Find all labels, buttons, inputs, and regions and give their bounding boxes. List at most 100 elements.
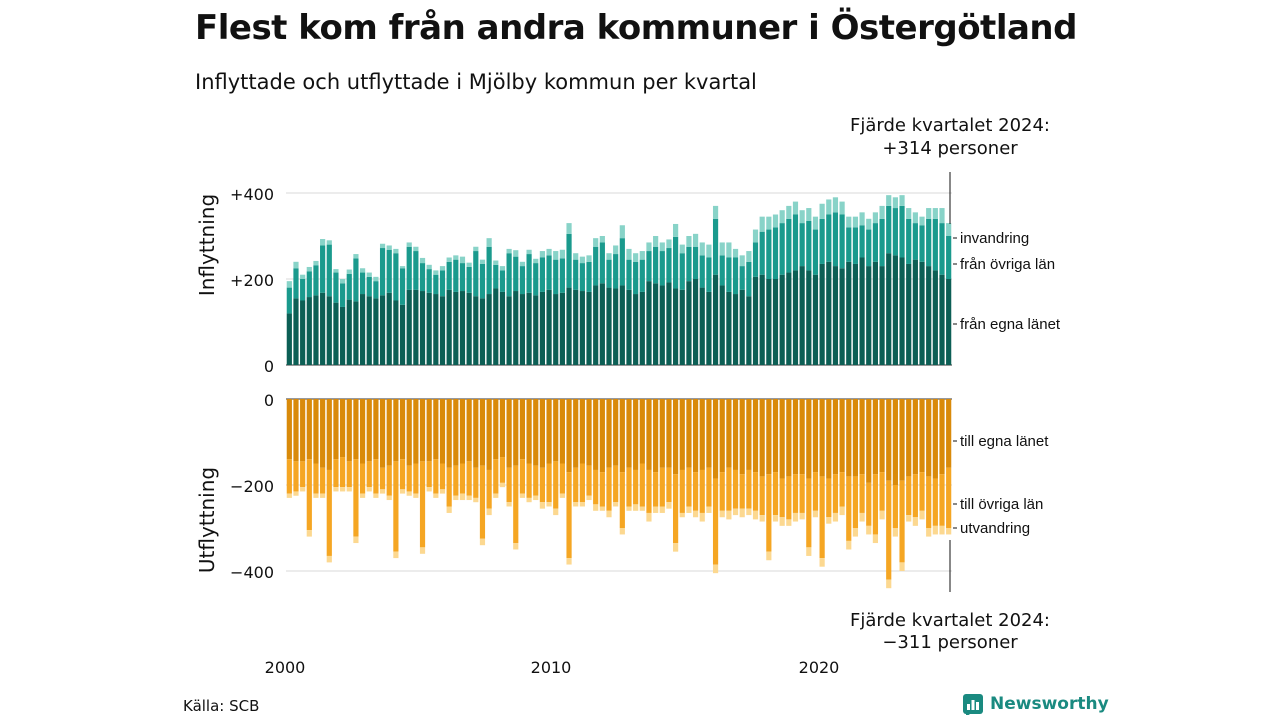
bar-in-other-counties [353, 258, 359, 302]
bar-in-other-counties [479, 263, 486, 299]
bar-in-immigration [566, 223, 572, 234]
bar-in-other-counties [832, 212, 839, 267]
bar-in-immigration [433, 270, 439, 275]
bar-out-emigration [846, 540, 852, 550]
bar-in-other-counties [626, 259, 632, 290]
bar-out-emigration [359, 493, 366, 498]
bar-in-own-county [506, 296, 512, 365]
bar-in-own-county [799, 266, 805, 365]
bar-out-emigration [626, 506, 632, 511]
bar-out-other-counties [326, 469, 332, 556]
chart-subtitle: Inflyttade och utflyttade i Mjölby kommu… [195, 70, 757, 94]
bar-in-own-county [566, 287, 572, 365]
bar-in-other-counties [912, 223, 918, 260]
bar-in-immigration [446, 257, 452, 262]
bar-in-own-county [606, 287, 612, 365]
bar-in-immigration [639, 251, 645, 260]
bar-out-other-counties [386, 465, 392, 496]
bar-out-emigration [486, 508, 492, 516]
bar-in-immigration [859, 212, 865, 226]
bar-in-other-counties [946, 236, 952, 279]
bar-out-emigration [566, 558, 572, 565]
bar-in-other-counties [406, 246, 412, 290]
bar-out-emigration [906, 515, 912, 522]
bar-in-other-counties [846, 227, 852, 262]
bar-out-other-counties [459, 463, 466, 494]
bar-in-immigration [659, 242, 665, 252]
bar-out-own-county [519, 399, 526, 460]
bar-out-emigration [739, 508, 745, 518]
ytick-bottom-200: −200 [230, 477, 274, 496]
bar-out-other-counties [446, 467, 452, 507]
bar-out-emigration [792, 512, 799, 522]
bar-in-immigration [546, 248, 552, 256]
brand-logo[interactable]: Newsworthy [962, 693, 1109, 715]
bar-in-other-counties [839, 214, 845, 269]
bar-in-immigration [679, 244, 685, 254]
bar-in-own-county [899, 257, 905, 365]
bar-out-other-counties [919, 472, 925, 511]
bar-out-own-county [606, 399, 612, 468]
bar-out-other-counties [879, 472, 885, 511]
x-axis: 2000 2010 2020 [265, 658, 840, 677]
bar-out-other-counties [899, 480, 905, 563]
bar-in-own-county [699, 287, 705, 365]
bar-out-own-county [573, 399, 579, 468]
bar-out-other-counties [812, 472, 819, 511]
bar-in-immigration [526, 249, 532, 255]
bar-in-other-counties [646, 251, 652, 282]
bar-out-emigration [673, 543, 679, 552]
bar-out-emigration [766, 551, 772, 561]
bar-out-other-counties [639, 463, 645, 507]
bar-out-emigration [326, 555, 332, 563]
bar-in-own-county [519, 294, 526, 365]
migration-chart: 0 +200 +400 0 −200 −400 Inflyttning Utfl… [195, 115, 1061, 677]
bar-in-immigration [399, 266, 406, 269]
bar-out-emigration [839, 506, 845, 516]
bar-in-own-county [819, 263, 825, 365]
bar-out-emigration [692, 510, 699, 518]
annotation-bottom-line2: −311 personer [882, 632, 1018, 653]
bar-out-emigration [473, 497, 479, 503]
ytick-top-400: +400 [230, 185, 274, 204]
bar-out-other-counties [413, 463, 419, 494]
bar-in-other-counties [433, 274, 439, 295]
bar-out-emigration [719, 510, 725, 518]
bar-out-emigration [859, 512, 865, 522]
bar-out-other-counties [466, 461, 472, 496]
bar-in-immigration [326, 240, 332, 245]
bar-out-own-county [673, 399, 679, 475]
bar-in-immigration [673, 223, 679, 237]
bar-out-own-county [646, 399, 652, 470]
bar-out-other-counties [606, 467, 612, 511]
bar-out-own-county [832, 399, 839, 475]
bar-in-other-counties [866, 229, 872, 267]
bar-out-other-counties [906, 476, 912, 516]
bar-in-other-counties [320, 245, 326, 293]
bar-out-own-county [433, 399, 439, 460]
bar-out-emigration [340, 487, 346, 492]
bar-in-other-counties [806, 220, 812, 271]
bar-out-emigration [712, 564, 719, 574]
bar-out-own-county [759, 399, 765, 477]
bar-out-emigration [606, 510, 612, 518]
bar-in-other-counties [899, 205, 905, 258]
bar-out-own-county [586, 399, 592, 466]
label-till-egna-lanet: till egna länet [960, 433, 1049, 450]
bar-in-other-counties [379, 248, 386, 296]
bar-out-other-counties [706, 467, 712, 507]
bar-out-own-county [286, 399, 292, 460]
bar-in-own-county [393, 300, 399, 365]
bar-out-own-county [639, 399, 645, 464]
bar-in-own-county [533, 295, 539, 365]
bar-in-immigration [866, 218, 872, 230]
bar-out-own-county [892, 399, 898, 485]
bar-in-own-county [866, 266, 872, 365]
bar-in-immigration [906, 208, 912, 219]
bar-in-other-counties [326, 244, 332, 297]
bar-out-other-counties [699, 469, 705, 513]
bar-in-own-county [413, 289, 419, 365]
bar-in-other-counties [593, 246, 599, 286]
bar-out-own-county [932, 399, 938, 479]
bar-out-emigration [799, 512, 805, 520]
